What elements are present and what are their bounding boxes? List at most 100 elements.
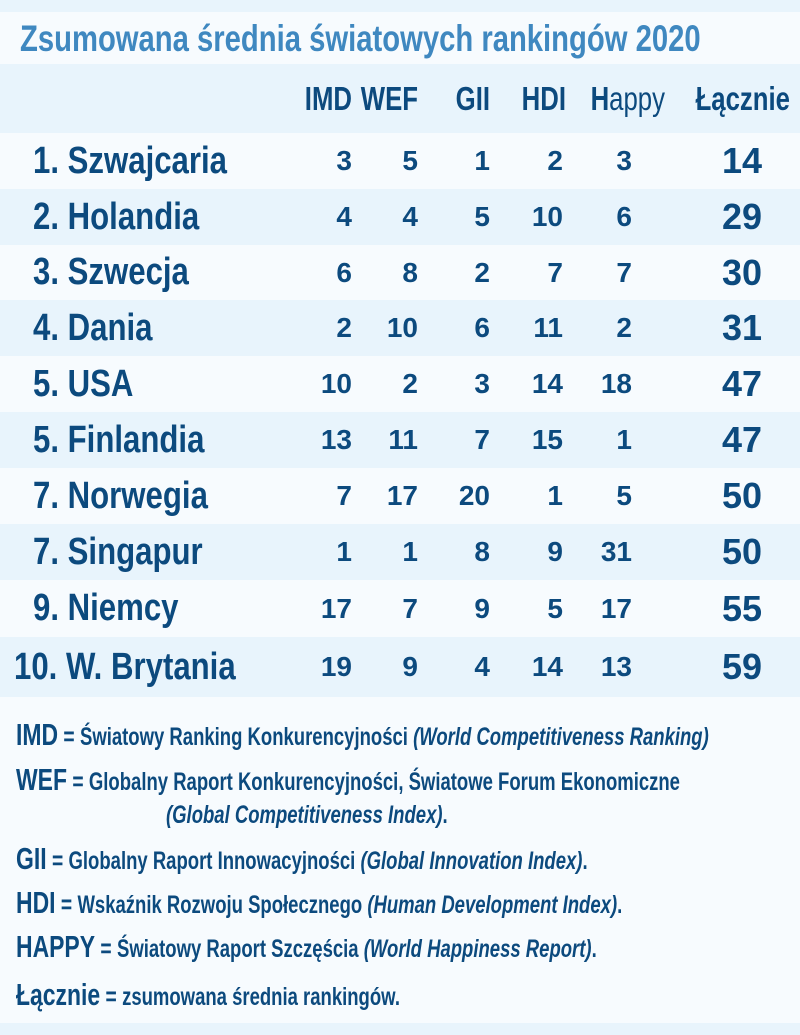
cell-hdi: 10 xyxy=(531,201,563,232)
header-happy-initial: H xyxy=(590,80,610,117)
country-name: 4. Dania xyxy=(33,307,153,349)
legend-equals: = xyxy=(95,933,117,963)
legend-abbr: HAPPY xyxy=(16,929,96,964)
cell-wef: 11 xyxy=(388,424,418,455)
cell-gii: 8 xyxy=(474,536,490,567)
cell-hdi: 14 xyxy=(531,651,563,682)
table-row: 7. Singapur 1 1 8 9 31 50 xyxy=(0,524,800,580)
legend-abbr: GII xyxy=(16,841,47,876)
cell-imd: 19 xyxy=(320,651,352,682)
table-row: 2. Holandia 4 4 5 10 6 29 xyxy=(0,189,800,245)
legend-english-text: (World Competitiveness Ranking) xyxy=(413,723,709,751)
cell-total: 47 xyxy=(721,363,762,404)
legend-punct: . xyxy=(442,801,448,829)
header-hdi: HDI xyxy=(521,80,566,117)
legend-item: IMD = Światowy Ranking Konkurencyjności … xyxy=(16,718,709,754)
table-row: 5. USA 10 2 3 14 18 47 xyxy=(0,356,800,412)
cell-happy: 31 xyxy=(600,536,632,567)
legend-english-text: (Global Innovation Index) xyxy=(360,847,583,875)
table-row: 10. W. Brytania 19 9 4 14 13 59 xyxy=(0,637,800,697)
legend-equals: = xyxy=(46,845,69,875)
legend-punct: . xyxy=(591,935,597,963)
legend-english-text: (World Happiness Report) xyxy=(363,935,592,963)
legend-polish-text: zsumowana średnia rankingów. xyxy=(122,983,401,1011)
cell-happy: 18 xyxy=(600,368,632,399)
cell-happy: 3 xyxy=(616,145,632,176)
cell-gii: 1 xyxy=(474,145,490,176)
table-row: 3. Szwecja 6 8 2 7 7 30 xyxy=(0,245,800,300)
legend-polish-text: Globalny Raport Innowacyjności xyxy=(68,847,361,875)
cell-total: 30 xyxy=(721,252,762,293)
legend-abbr: Łącznie xyxy=(16,977,101,1012)
cell-wef: 1 xyxy=(402,536,418,567)
cell-imd: 10 xyxy=(320,368,352,399)
cell-total: 55 xyxy=(721,588,762,629)
country-name: 5. Finlandia xyxy=(33,419,205,461)
legend-item: Łącznie = zsumowana średnia rankingów. xyxy=(16,978,400,1014)
cell-hdi: 11 xyxy=(533,312,563,343)
cell-imd: 6 xyxy=(336,257,352,288)
country-name: 5. USA xyxy=(33,363,134,405)
page-title: Zsumowana średnia światowych rankingów 2… xyxy=(20,18,701,59)
cell-wef: 10 xyxy=(386,312,418,343)
cell-hdi: 15 xyxy=(531,424,563,455)
cell-imd: 2 xyxy=(336,312,352,343)
legend-equals: = xyxy=(58,721,80,751)
cell-total: 50 xyxy=(721,475,762,516)
legend-item: HDI = Wskaźnik Rozwoju Społecznego (Huma… xyxy=(16,886,622,922)
cell-wef: 9 xyxy=(402,651,418,682)
cell-gii: 20 xyxy=(458,480,490,511)
legend-equals: = xyxy=(66,766,89,796)
legend-english-text: (Global Competitiveness Index) xyxy=(166,801,443,829)
header-happy-rest: appy xyxy=(609,80,665,117)
cell-total: 59 xyxy=(721,646,762,687)
title-band xyxy=(0,12,800,64)
legend-equals: = xyxy=(100,981,123,1011)
country-name: 7. Norwegia xyxy=(33,475,208,517)
header-gii: GII xyxy=(455,80,490,117)
cell-happy: 6 xyxy=(616,201,632,232)
cell-imd: 4 xyxy=(336,201,352,232)
legend-item: (Global Competitiveness Index). xyxy=(166,796,448,832)
legend-equals: = xyxy=(55,889,78,919)
cell-hdi: 14 xyxy=(531,368,563,399)
legend-english-text: (Human Development Index) xyxy=(367,891,618,919)
cell-gii: 7 xyxy=(474,424,490,455)
cell-gii: 3 xyxy=(474,368,490,399)
table-row: 5. Finlandia 13 11 7 15 1 47 xyxy=(0,412,800,468)
cell-wef: 5 xyxy=(402,145,418,176)
legend-polish-text: Wskaźnik Rozwoju Społecznego xyxy=(77,891,368,919)
cell-gii: 4 xyxy=(474,651,490,682)
cell-happy: 2 xyxy=(616,312,632,343)
cell-imd: 1 xyxy=(336,536,352,567)
country-name: 3. Szwecja xyxy=(33,251,189,293)
country-name: 10. W. Brytania xyxy=(14,646,236,688)
legend-punct: . xyxy=(582,847,588,875)
cell-wef: 4 xyxy=(402,201,418,232)
cell-total: 47 xyxy=(721,419,762,460)
cell-happy: 17 xyxy=(600,593,632,624)
cell-hdi: 9 xyxy=(547,536,563,567)
cell-wef: 2 xyxy=(402,368,418,399)
cell-total: 31 xyxy=(721,307,762,348)
legend-polish-text: Światowy Raport Szczęścia xyxy=(116,935,364,963)
header-wef: WEF xyxy=(360,80,418,117)
cell-imd: 7 xyxy=(336,480,352,511)
cell-total: 29 xyxy=(721,196,762,237)
cell-happy: 7 xyxy=(616,257,632,288)
cell-wef: 8 xyxy=(402,257,418,288)
cell-wef: 7 xyxy=(402,593,418,624)
cell-hdi: 5 xyxy=(547,593,563,624)
legend-item: HAPPY = Światowy Raport Szczęścia (World… xyxy=(16,930,597,966)
cell-happy: 5 xyxy=(616,480,632,511)
country-name: 7. Singapur xyxy=(33,531,203,573)
cell-total: 50 xyxy=(721,531,762,572)
legend-polish-text: Światowy Ranking Konkurencyjności xyxy=(79,723,414,751)
legend-abbr: HDI xyxy=(16,885,56,920)
cell-hdi: 7 xyxy=(547,257,563,288)
header-imd: IMD xyxy=(304,80,352,117)
country-name: 9. Niemcy xyxy=(33,587,179,629)
legend xyxy=(0,697,800,1023)
cell-wef: 17 xyxy=(386,480,418,511)
cell-imd: 17 xyxy=(320,593,352,624)
